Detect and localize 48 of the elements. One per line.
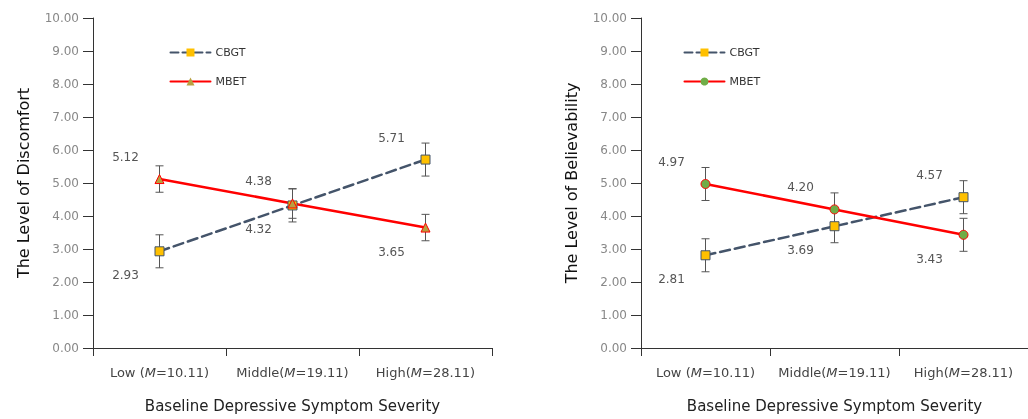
y-tick-label: 7.00: [600, 110, 627, 124]
y-tick-label: 6.00: [52, 143, 79, 157]
legend-label: MBET: [215, 75, 247, 88]
y-tick-label: 2.00: [52, 275, 79, 289]
data-label: 3.43: [916, 251, 943, 266]
data-label: 5.12: [112, 150, 139, 165]
y-tick-label: 3.00: [52, 242, 79, 256]
y-tick-label: 3.00: [600, 242, 627, 256]
x-tick-label: Low (M=10.11): [655, 365, 756, 380]
y-tick-label: 5.00: [600, 176, 627, 190]
legend-label: CBGT: [215, 46, 246, 59]
y-tick-label: 10.00: [44, 11, 79, 25]
data-label: 4.97: [658, 154, 685, 169]
y-tick-label: 0.00: [52, 341, 79, 355]
x-tick-label: Middle(M=19.11): [236, 365, 349, 380]
y-tick-label: 9.00: [600, 44, 627, 58]
data-label: 2.81: [658, 272, 685, 287]
y-tick-label: 9.00: [52, 44, 79, 58]
x-tick-label: High(M=28.11): [375, 365, 476, 380]
y-tick-label: 6.00: [600, 143, 627, 157]
y-tick-label: 1.00: [600, 308, 627, 322]
data-label: 4.57: [916, 168, 943, 183]
data-label: 2.93: [112, 268, 139, 283]
y-axis-title: The Level of Discomfort: [13, 87, 33, 280]
y-tick-label: 0.00: [600, 341, 627, 355]
data-label: 4.32: [245, 222, 272, 237]
y-tick-label: 8.00: [600, 77, 627, 91]
data-label: 4.38: [245, 174, 272, 189]
x-axis-title: Baseline Depressive Symptom Severity: [686, 396, 983, 415]
legend-label: CBGT: [729, 46, 760, 59]
data-label: 3.69: [787, 243, 814, 258]
y-tick-label: 1.00: [52, 308, 79, 322]
data-label: 5.71: [378, 130, 405, 145]
x-tick-label: High(M=28.11): [913, 365, 1014, 380]
x-tick-label: Middle(M=19.11): [778, 365, 891, 380]
y-tick-label: 10.00: [592, 11, 627, 25]
y-tick-label: 5.00: [52, 176, 79, 190]
y-tick-label: 4.00: [600, 209, 627, 223]
y-axis-title: The Level of Believability: [561, 82, 581, 285]
x-tick-label: Low (M=10.11): [109, 365, 210, 380]
y-tick-label: 7.00: [52, 110, 79, 124]
data-label: 4.20: [787, 180, 814, 195]
y-tick-label: 2.00: [600, 275, 627, 289]
y-tick-label: 4.00: [52, 209, 79, 223]
x-axis-title: Baseline Depressive Symptom Severity: [144, 396, 441, 415]
y-tick-label: 8.00: [52, 77, 79, 91]
legend-label: MBET: [729, 75, 761, 88]
data-label: 3.65: [378, 244, 405, 259]
